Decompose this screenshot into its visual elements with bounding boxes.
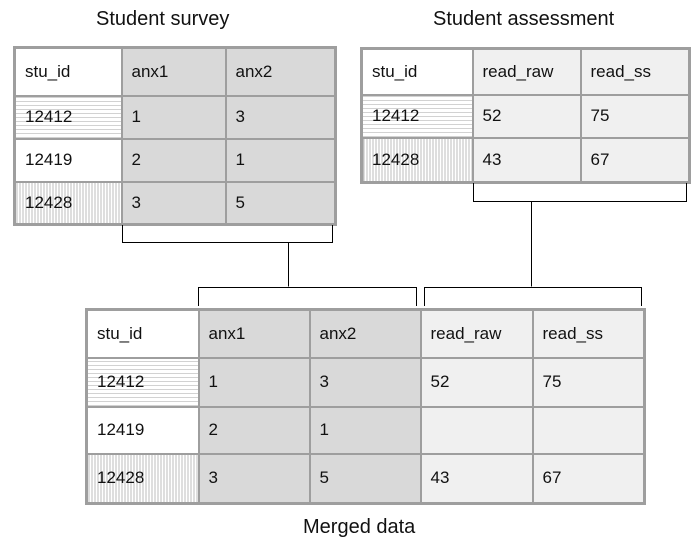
- assessment-bracket: [473, 183, 687, 202]
- header-cell: anx1: [120, 46, 227, 97]
- table-row: 12412 1 3: [13, 94, 337, 140]
- table-cell: 43: [419, 452, 534, 505]
- table-row: 12419 2 1: [85, 405, 646, 455]
- table-cell: 3: [308, 356, 422, 408]
- table-row: 12412 52 75: [360, 93, 691, 139]
- table-header-row: stu_id anx1 anx2: [13, 46, 337, 97]
- table-cell: [531, 405, 646, 455]
- table-cell: 5: [308, 452, 422, 505]
- table-cell: 43: [471, 136, 582, 184]
- table-cell: 3: [120, 180, 227, 226]
- table-cell: 1: [224, 137, 337, 183]
- merged-table: stu_id anx1 anx2 read_raw read_ss 12412 …: [85, 308, 646, 505]
- table-cell: 2: [120, 137, 227, 183]
- table-row: 12428 3 5: [13, 180, 337, 226]
- id-cell: 12412: [13, 94, 123, 140]
- survey-title: Student survey: [96, 8, 230, 30]
- table-cell: 5: [224, 180, 337, 226]
- assessment-title: Student assessment: [433, 8, 615, 30]
- header-cell: read_ss: [579, 47, 691, 96]
- table-cell: 1: [120, 94, 227, 140]
- id-cell: 12428: [13, 180, 123, 226]
- table-cell: 75: [579, 93, 691, 139]
- table-header-row: stu_id anx1 anx2 read_raw read_ss: [85, 308, 646, 359]
- table-cell: 52: [419, 356, 534, 408]
- id-cell: 12428: [85, 452, 200, 505]
- header-cell: read_ss: [531, 308, 646, 359]
- header-cell: anx2: [308, 308, 422, 359]
- table-cell: 67: [579, 136, 691, 184]
- table-row: 12428 43 67: [360, 136, 691, 184]
- table-cell: 1: [308, 405, 422, 455]
- id-cell: 12412: [360, 93, 474, 139]
- id-cell: 12419: [13, 137, 123, 183]
- assessment-table: stu_id read_raw read_ss 12412 52 75 1242…: [360, 47, 691, 184]
- header-cell: stu_id: [85, 308, 200, 359]
- table-cell: 52: [471, 93, 582, 139]
- table-cell: 2: [197, 405, 311, 455]
- table-row: 12412 1 3 52 75: [85, 356, 646, 408]
- id-cell: 12412: [85, 356, 200, 408]
- survey-bracket: [122, 225, 333, 243]
- table-row: 12428 3 5 43 67: [85, 452, 646, 505]
- header-cell: anx2: [224, 46, 337, 97]
- table-cell: 3: [197, 452, 311, 505]
- id-cell: 12419: [85, 405, 200, 455]
- merged-left-bracket: [198, 287, 417, 306]
- table-cell: 75: [531, 356, 646, 408]
- id-cell: 12428: [360, 136, 474, 184]
- table-cell: [419, 405, 534, 455]
- merged-right-bracket: [424, 287, 642, 306]
- header-cell: stu_id: [13, 46, 123, 97]
- table-row: 12419 2 1: [13, 137, 337, 183]
- header-cell: read_raw: [471, 47, 582, 96]
- header-cell: anx1: [197, 308, 311, 359]
- table-cell: 3: [224, 94, 337, 140]
- table-cell: 1: [197, 356, 311, 408]
- header-cell: read_raw: [419, 308, 534, 359]
- merged-title: Merged data: [303, 516, 416, 538]
- header-cell: stu_id: [360, 47, 474, 96]
- survey-table: stu_id anx1 anx2 12412 1 3 12419 2 1 124…: [13, 46, 337, 226]
- table-cell: 67: [531, 452, 646, 505]
- table-header-row: stu_id read_raw read_ss: [360, 47, 691, 96]
